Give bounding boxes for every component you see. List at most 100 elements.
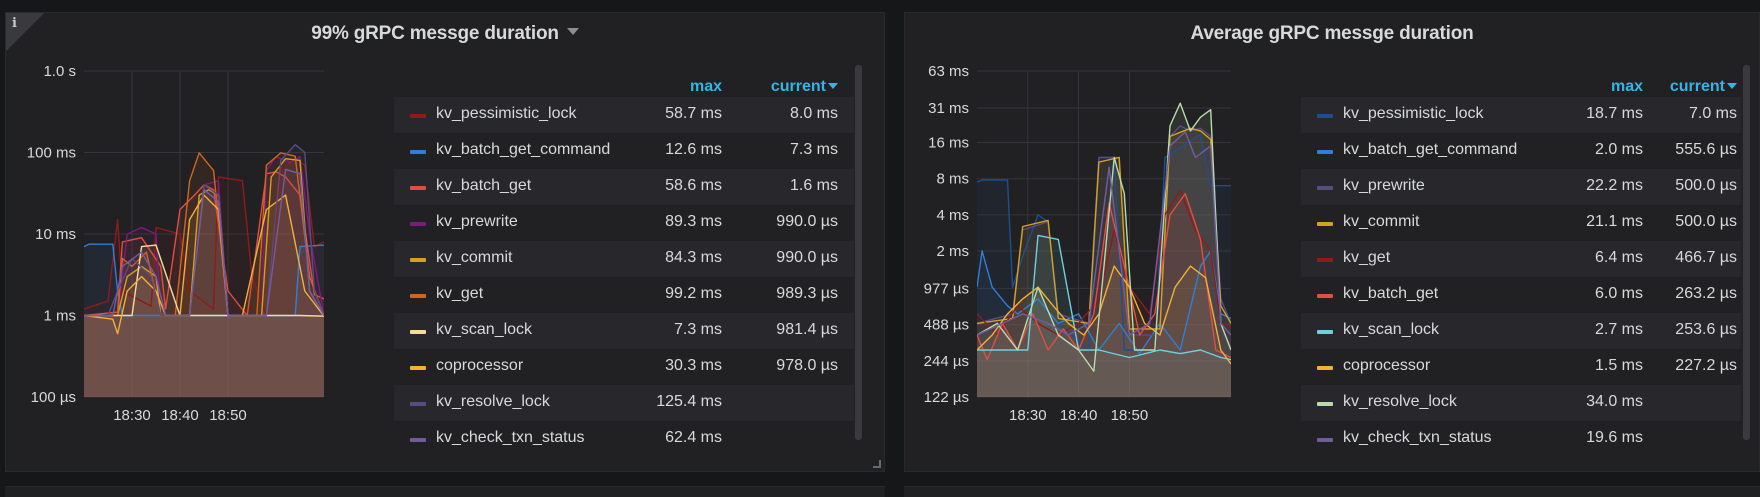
panel-title[interactable]: Average gRPC messge duration (905, 23, 1759, 45)
legend-row[interactable]: kv_resolve_lock 34.0 ms (1301, 385, 1741, 421)
series-name[interactable]: kv_scan_lock (436, 321, 533, 338)
legend-row[interactable]: kv_get 6.4 ms 466.7 µs (1301, 241, 1741, 277)
panel-title[interactable]: 99% gRPC messge duration (6, 23, 884, 45)
resize-handle-icon[interactable] (873, 460, 881, 468)
sort-desc-icon[interactable] (828, 83, 838, 89)
panel-title-text[interactable]: 99% gRPC messge duration (311, 23, 559, 44)
series-color-swatch[interactable] (410, 258, 426, 262)
series-name[interactable]: kv_prewrite (1343, 177, 1425, 194)
series-line-kv_check_txn_status[interactable] (977, 131, 1231, 336)
series-color-swatch[interactable] (410, 366, 426, 370)
panel-title-text[interactable]: Average gRPC messge duration (1190, 23, 1474, 44)
series-line-kv_batch_get[interactable] (84, 171, 324, 317)
series-name[interactable]: kv_check_txn_status (436, 429, 585, 446)
legend-row[interactable]: kv_pessimistic_lock 58.7 ms 8.0 ms (394, 97, 854, 133)
series-color-swatch[interactable] (1317, 150, 1333, 154)
series-line-coprocessor[interactable] (84, 194, 324, 335)
legend-scrollbar[interactable] (855, 65, 862, 440)
legend-row[interactable]: kv_scan_lock 7.3 ms 981.4 µs (394, 313, 854, 349)
graph-area[interactable]: 63 ms 31 ms 16 ms 8 ms 4 ms 2 ms 977 µs 488 µs 2… (905, 61, 1245, 423)
series-name[interactable]: kv_commit (1343, 213, 1420, 230)
series-name[interactable]: kv_get (436, 285, 484, 302)
series-line-kv_get[interactable] (84, 152, 324, 317)
series-name[interactable]: kv_resolve_lock (436, 393, 550, 410)
legend-row[interactable]: kv_batch_get_command 12.6 ms 7.3 ms (394, 133, 854, 169)
series-current: 500.0 µs (1675, 177, 1737, 194)
legend-col-current-label[interactable]: current (770, 78, 826, 95)
legend-row[interactable]: kv_check_txn_status 62.4 ms (394, 421, 854, 457)
legend-scrollbar[interactable] (1743, 65, 1750, 440)
series-color-swatch[interactable] (1317, 294, 1333, 298)
graph-area[interactable]: 1.0 s 100 ms 10 ms 1 ms 100 µs 18:30 18:40 18:5… (6, 61, 336, 423)
legend-row[interactable]: coprocessor 1.5 ms 227.2 µs (1301, 349, 1741, 385)
sort-desc-icon[interactable] (1727, 83, 1737, 89)
series-name[interactable]: kv_commit (436, 249, 513, 266)
series-color-swatch[interactable] (1317, 366, 1333, 370)
series-color-swatch[interactable] (410, 150, 426, 154)
legend-row[interactable]: kv_pessimistic_lock 18.7 ms 7.0 ms (1301, 97, 1741, 133)
series-color-swatch[interactable] (410, 402, 426, 406)
legend-row[interactable]: kv_scan_lock 2.7 ms 253.6 µs (1301, 313, 1741, 349)
legend-row[interactable]: kv_commit 21.1 ms 500.0 µs (1301, 205, 1741, 241)
series-color-swatch[interactable] (1317, 186, 1333, 190)
series-name[interactable]: kv_batch_get_command (436, 141, 611, 158)
legend-row[interactable]: kv_check_txn_status 19.6 ms (1301, 421, 1741, 457)
legend-row[interactable]: kv_resolve_lock 125.4 ms (394, 385, 854, 421)
legend-row[interactable]: kv_commit 84.3 ms 990.0 µs (394, 241, 854, 277)
series-line-kv_check_txn_status[interactable] (84, 168, 324, 317)
series-name[interactable]: kv_check_txn_status (1343, 429, 1492, 446)
graph-svg[interactable]: 63 ms 31 ms 16 ms 8 ms 4 ms 2 ms 977 µs 488 µs 2… (905, 61, 1245, 423)
series-line-coprocessor[interactable] (977, 265, 1231, 365)
legend-row[interactable]: coprocessor 30.3 ms 978.0 µs (394, 349, 854, 385)
series-line-kv_commit[interactable] (84, 158, 324, 317)
series-name[interactable]: kv_batch_get_command (1343, 141, 1518, 158)
legend-col-current-label[interactable]: current (1669, 78, 1725, 95)
panel-info-corner[interactable]: i (6, 13, 44, 51)
graph-svg[interactable]: 1.0 s 100 ms 10 ms 1 ms 100 µs 18:30 18:40 18:5… (6, 61, 336, 423)
series-color-swatch[interactable] (1317, 222, 1333, 226)
series-line-kv_resolve_lock[interactable] (977, 102, 1231, 372)
legend-row[interactable]: kv_prewrite 22.2 ms 500.0 µs (1301, 169, 1741, 205)
series-line-kv_scan_lock[interactable] (977, 234, 1231, 361)
series-color-swatch[interactable] (1317, 114, 1333, 118)
series-name[interactable]: coprocessor (436, 357, 524, 374)
series-name[interactable]: kv_resolve_lock (1343, 393, 1457, 410)
series-color-swatch[interactable] (1317, 438, 1333, 442)
series-line-kv_resolve_lock[interactable] (84, 143, 324, 317)
series-color-swatch[interactable] (1317, 330, 1333, 334)
series-name[interactable]: coprocessor (1343, 357, 1431, 374)
series-color-swatch[interactable] (410, 186, 426, 190)
series-name[interactable]: kv_pessimistic_lock (1343, 105, 1484, 122)
series-color-swatch[interactable] (1317, 258, 1333, 262)
series-area (977, 235, 1231, 397)
series-name[interactable]: kv_get (1343, 249, 1391, 266)
series-line-kv_prewrite[interactable] (84, 155, 324, 317)
series-area (977, 193, 1231, 397)
legend-row[interactable]: kv_batch_get 6.0 ms 263.2 µs (1301, 277, 1741, 313)
series-color-swatch[interactable] (410, 114, 426, 118)
series-color-swatch[interactable] (410, 330, 426, 334)
series-name[interactable]: kv_scan_lock (1343, 321, 1440, 338)
series-color-swatch[interactable] (1317, 402, 1333, 406)
series-max: 6.4 ms (1594, 249, 1643, 266)
series-name[interactable]: kv_pessimistic_lock (436, 105, 577, 122)
legend-row[interactable]: kv_batch_get 58.6 ms 1.6 ms (394, 169, 854, 205)
series-line-kv_commit[interactable] (977, 127, 1231, 330)
info-icon[interactable]: i (12, 16, 17, 31)
series-color-swatch[interactable] (410, 294, 426, 298)
series-color-swatch[interactable] (410, 222, 426, 226)
chevron-down-icon[interactable] (566, 28, 579, 35)
legend-row[interactable]: kv_prewrite 89.3 ms 990.0 µs (394, 205, 854, 241)
legend-col-max[interactable]: max (1610, 78, 1643, 95)
legend-col-current[interactable]: current (1670, 78, 1737, 96)
legend-row[interactable]: kv_get 99.2 ms 989.3 µs (394, 277, 854, 313)
legend-row[interactable]: kv_batch_get_command 2.0 ms 555.6 µs (1301, 133, 1741, 169)
series-name[interactable]: kv_batch_get (436, 177, 532, 194)
legend-header: max current (1301, 63, 1741, 97)
series-name[interactable]: kv_batch_get (1343, 285, 1439, 302)
legend-col-max[interactable]: max (689, 78, 722, 95)
series-area (977, 251, 1231, 397)
series-name[interactable]: kv_prewrite (436, 213, 518, 230)
series-color-swatch[interactable] (410, 438, 426, 442)
legend-col-current[interactable]: current (771, 78, 838, 96)
